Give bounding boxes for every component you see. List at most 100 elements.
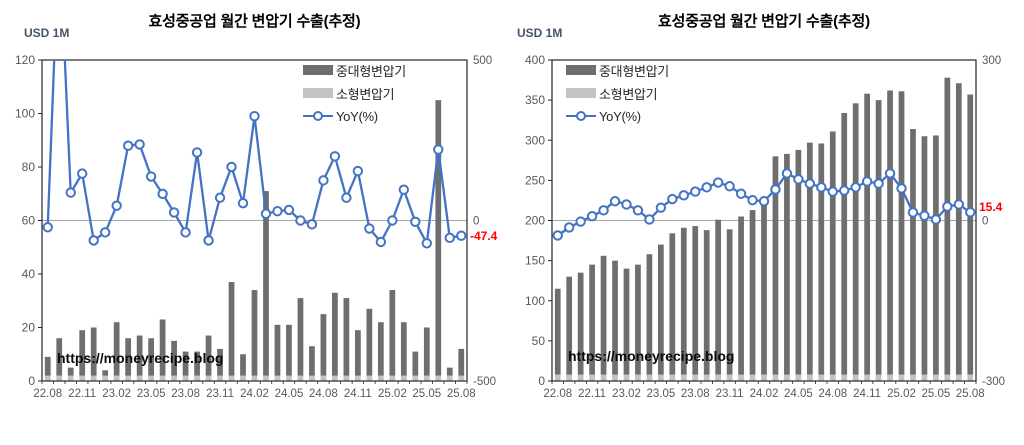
yoy-line-group [552, 168, 976, 241]
bar-small-transformer [658, 374, 664, 381]
yoy-marker [444, 232, 455, 244]
legend-label: 중대형변압기 [336, 63, 406, 79]
bar-large-transformer [171, 340, 177, 376]
yoy-marker [260, 208, 272, 219]
yoy-marker [203, 235, 214, 246]
bar-large-transformer [332, 292, 338, 376]
yoy-marker [398, 184, 410, 195]
bar-large-transformer [113, 322, 120, 376]
bar-small-transformer [577, 374, 584, 381]
bar-large-transformer [635, 264, 641, 375]
bar-small-transformer [79, 375, 86, 381]
yoy-marker [896, 183, 907, 194]
bar-small-transformer [795, 374, 802, 381]
bar-large-transformer [458, 348, 465, 376]
yoy-marker [609, 196, 621, 207]
bar-small-transformer [125, 375, 132, 381]
y-axis-label: 0 [28, 374, 35, 388]
bar-large-transformer [784, 153, 790, 375]
yoy-marker [42, 222, 53, 233]
legend-item-large-transformer: 중대형변압기 [303, 61, 406, 79]
y-axis-label: 350 [525, 93, 545, 107]
bar-small-transformer [148, 375, 154, 381]
bar-small-transformer [113, 375, 120, 381]
bar-small-transformer [806, 374, 813, 381]
x-axis-label: 22.11 [578, 388, 606, 400]
legend-item-small-transformer: 소형변압기 [303, 84, 406, 102]
legend-label: 소형변압기 [336, 86, 395, 102]
x-axis-label: 24.05 [275, 388, 304, 400]
yoy-marker [632, 205, 644, 216]
bar-small-transformer [944, 374, 951, 381]
bar-large-transformer [90, 327, 97, 376]
bar-small-transformer [182, 375, 189, 381]
bar-large-transformer [738, 216, 744, 375]
bar-large-transformer [921, 136, 928, 375]
bar-small-transformer [159, 375, 166, 381]
bar-small-transformer [458, 375, 465, 381]
y-axis-label: 60 [22, 214, 36, 228]
y-axis-label: 100 [525, 294, 545, 308]
yoy-marker [387, 215, 398, 226]
bar-large-transformer [79, 330, 86, 376]
yoy-marker [249, 110, 260, 122]
yoy-marker [586, 211, 598, 222]
bar-small-transformer [646, 374, 653, 381]
bar-small-transformer [875, 374, 882, 381]
bar-small-transformer [818, 374, 825, 381]
bar-large-transformer [806, 142, 813, 375]
right-chart-axis-unit: USD 1M [517, 26, 563, 40]
yoy-marker [816, 182, 827, 193]
x-axis-label: 23.11 [206, 388, 234, 400]
bar-small-transformer [309, 375, 315, 381]
x-axis-label: 22.11 [68, 388, 96, 400]
yoy-marker [352, 165, 364, 177]
bar-large-transformer [612, 260, 618, 375]
bar-small-transformer [355, 375, 361, 381]
bar-small-transformer [600, 374, 607, 381]
bar-large-transformer [343, 298, 350, 376]
bar-large-transformer [56, 338, 63, 376]
y-axis-label: 40 [22, 267, 36, 281]
y2-axis-label: -300 [982, 376, 1005, 388]
bar-large-transformer [623, 268, 630, 375]
bar-small-transformer [772, 374, 779, 381]
bar-large-transformer [412, 351, 419, 376]
bar-large-transformer [446, 367, 453, 376]
bar-small-transformer [274, 375, 281, 381]
bar-small-transformer [366, 375, 373, 381]
left-chart-axis-unit: USD 1M [24, 26, 70, 40]
yoy-marker [168, 207, 180, 218]
yoy-marker [724, 181, 735, 192]
yoy-marker [667, 193, 678, 205]
yoy-marker [839, 185, 850, 196]
y2-axis-label: 300 [982, 55, 1001, 67]
bar-large-transformer [795, 149, 802, 375]
left-chart-legend: 중대형변압기 소형변압기 YoY(%) [303, 61, 406, 125]
left-chart-watermark: https://moneyrecipe.blog [57, 350, 224, 366]
bar-small-transformer [784, 374, 790, 381]
bar-small-transformer [566, 374, 573, 381]
bar-large-transformer [852, 103, 859, 375]
x-axis-label: 23.08 [681, 388, 710, 400]
large-transformer-swatch-icon [566, 65, 596, 75]
yoy-marker [283, 204, 295, 216]
yoy-marker [237, 197, 249, 209]
x-axis-label: 25.05 [412, 388, 441, 400]
yoy-marker [421, 238, 432, 249]
bar-small-transformer [389, 375, 396, 381]
bar-large-transformer [102, 370, 109, 376]
yoy-marker [804, 178, 816, 189]
y-axis-label: 150 [525, 254, 545, 268]
x-axis-label: 24.11 [853, 388, 881, 400]
bar-large-transformer [159, 319, 166, 376]
bar-large-transformer [715, 219, 722, 375]
yoy-marker [655, 202, 667, 213]
bar-small-transformer [955, 374, 962, 381]
bar-large-transformer [67, 367, 74, 376]
yoy-marker [134, 139, 145, 150]
bar-small-transformer [423, 375, 430, 381]
bar-large-transformer [600, 255, 607, 375]
bar-small-transformer [589, 374, 595, 381]
